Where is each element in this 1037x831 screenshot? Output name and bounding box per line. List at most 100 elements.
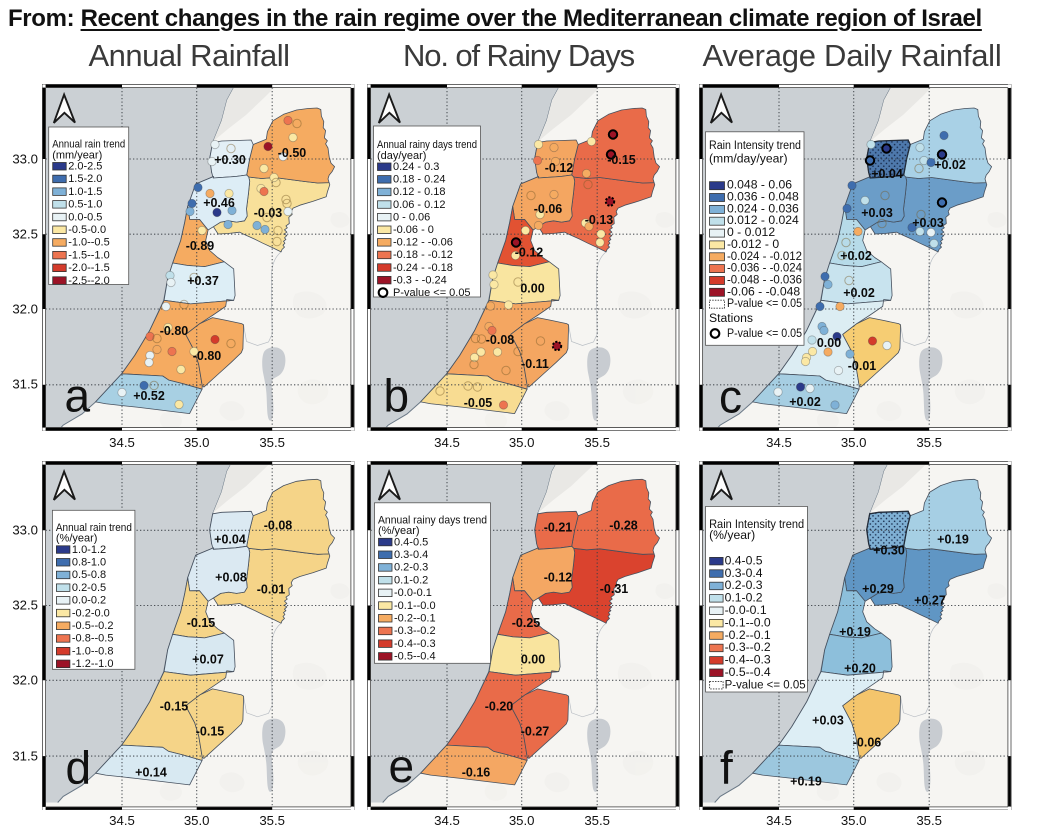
svg-text:+0.03: +0.03 (912, 215, 944, 229)
svg-text:-0.1--0.0: -0.1--0.0 (394, 599, 436, 611)
svg-text:0.5-1.0: 0.5-1.0 (68, 198, 102, 210)
svg-text:+0.27: +0.27 (914, 593, 946, 607)
svg-text:-0.3--0.2: -0.3--0.2 (725, 640, 771, 654)
svg-text:P-value <= 0.05: P-value <= 0.05 (725, 677, 806, 691)
svg-text:-0.03: -0.03 (254, 205, 283, 219)
svg-text:-0.12: -0.12 (544, 570, 573, 584)
svg-text:-0.21: -0.21 (544, 520, 573, 534)
svg-text:0.1-0.2: 0.1-0.2 (725, 590, 763, 604)
svg-text:0.3-0.4: 0.3-0.4 (394, 549, 428, 561)
svg-text:-0.27: -0.27 (521, 724, 550, 738)
svg-text:-0.18 - -0.12: -0.18 - -0.12 (393, 249, 453, 261)
svg-text:0.0-0.5: 0.0-0.5 (68, 211, 102, 223)
svg-text:+0.02: +0.02 (843, 285, 875, 299)
svg-text:(%/year): (%/year) (56, 532, 98, 544)
svg-text:0.048 - 0.06: 0.048 - 0.06 (727, 177, 792, 191)
svg-text:2.0-2.5: 2.0-2.5 (68, 160, 102, 172)
svg-text:-0.06 - -0.048: -0.06 - -0.048 (727, 284, 800, 298)
svg-text:P-value <= 0.05: P-value <= 0.05 (393, 286, 471, 298)
svg-text:+0.46: +0.46 (203, 195, 235, 209)
svg-text:-0.06: -0.06 (534, 201, 563, 215)
svg-text:-0.4--0.3: -0.4--0.3 (394, 638, 436, 650)
svg-text:d: d (66, 741, 92, 793)
svg-text:-0.5--0.4: -0.5--0.4 (725, 665, 771, 679)
svg-text:-0.15: -0.15 (196, 724, 225, 738)
svg-text:+0.03: +0.03 (812, 713, 844, 727)
svg-text:-1.0--0.5: -1.0--0.5 (68, 236, 110, 248)
svg-text:Rain Intensity trend: Rain Intensity trend (709, 516, 804, 530)
svg-text:0.00: 0.00 (817, 335, 841, 349)
svg-text:+0.19: +0.19 (790, 774, 822, 788)
svg-text:(mm/day/year): (mm/day/year) (709, 151, 788, 165)
svg-text:-0.20: -0.20 (485, 699, 514, 713)
svg-text:-0.012 - 0: -0.012 - 0 (727, 236, 779, 250)
svg-text:b: b (384, 369, 410, 421)
svg-text:0.2-0.3: 0.2-0.3 (394, 561, 428, 573)
svg-text:0 - 0.06: 0 - 0.06 (393, 211, 430, 223)
svg-text:+0.02: +0.02 (934, 157, 966, 171)
svg-text:P-value <= 0.05: P-value <= 0.05 (727, 325, 802, 339)
svg-text:(day/year): (day/year) (377, 149, 426, 161)
svg-text:-0.08: -0.08 (486, 332, 515, 346)
svg-text:-0.5--0.2: -0.5--0.2 (72, 620, 114, 632)
svg-text:-0.08: -0.08 (264, 518, 293, 532)
svg-text:-0.4--0.3: -0.4--0.3 (725, 652, 771, 666)
svg-text:0.00: 0.00 (520, 281, 544, 295)
svg-text:-0.3--0.2: -0.3--0.2 (394, 625, 436, 637)
svg-text:+0.30: +0.30 (214, 152, 246, 166)
svg-text:+0.20: +0.20 (844, 661, 876, 675)
svg-text:0.024 - 0.036: 0.024 - 0.036 (727, 201, 799, 215)
svg-text:-0.01: -0.01 (848, 358, 877, 372)
svg-text:-0.0-0.1: -0.0-0.1 (394, 587, 432, 599)
svg-text:-0.25: -0.25 (512, 616, 541, 630)
svg-text:-0.06 - 0: -0.06 - 0 (393, 223, 434, 235)
svg-text:-0.50: -0.50 (278, 145, 307, 159)
svg-text:Stations: Stations (709, 310, 753, 324)
svg-text:-0.89: -0.89 (186, 238, 215, 252)
svg-text:+0.37: +0.37 (187, 273, 219, 287)
svg-text:-1.2--1.0: -1.2--1.0 (72, 658, 114, 670)
svg-text:e: e (389, 740, 415, 792)
svg-text:+0.14: +0.14 (135, 765, 167, 779)
svg-text:P-value <= 0.05: P-value <= 0.05 (727, 296, 802, 310)
svg-text:+0.07: +0.07 (192, 652, 224, 666)
svg-text:-0.2--0.1: -0.2--0.1 (725, 627, 771, 641)
svg-text:-0.80: -0.80 (160, 323, 189, 337)
svg-text:+0.19: +0.19 (839, 625, 871, 639)
svg-text:-0.5-0.0: -0.5-0.0 (68, 223, 106, 235)
svg-text:-0.5--0.4: -0.5--0.4 (394, 650, 436, 662)
svg-text:+0.29: +0.29 (862, 582, 894, 596)
svg-text:-0.15: -0.15 (187, 616, 216, 630)
svg-text:+0.04: +0.04 (214, 532, 246, 546)
svg-text:-0.28: -0.28 (609, 518, 638, 532)
svg-text:-0.11: -0.11 (521, 356, 549, 370)
svg-text:-0.24 - -0.18: -0.24 - -0.18 (393, 261, 453, 273)
svg-text:-0.16: -0.16 (462, 765, 491, 779)
svg-text:-0.13: -0.13 (585, 212, 614, 226)
svg-text:+0.02: +0.02 (840, 248, 872, 262)
svg-text:0.036 - 0.048: 0.036 - 0.048 (727, 189, 799, 203)
svg-text:-0.048 - -0.036: -0.048 - -0.036 (727, 272, 802, 286)
svg-text:1.0-1.5: 1.0-1.5 (68, 185, 102, 197)
svg-text:0.1-0.2: 0.1-0.2 (394, 574, 428, 586)
svg-text:1.0-1.2: 1.0-1.2 (72, 543, 106, 555)
svg-text:+0.30: +0.30 (873, 543, 905, 557)
svg-text:+0.19: +0.19 (937, 532, 969, 546)
svg-text:-0.15: -0.15 (607, 152, 636, 166)
svg-text:0.06 - 0.12: 0.06 - 0.12 (393, 198, 446, 210)
svg-text:f: f (720, 741, 733, 793)
svg-text:Annual rain trend: Annual rain trend (52, 138, 125, 150)
svg-text:-0.12 - -0.06: -0.12 - -0.06 (393, 236, 453, 248)
svg-text:0.2-0.5: 0.2-0.5 (72, 582, 106, 594)
svg-text:c: c (719, 370, 742, 422)
svg-text:-0.024 - -0.012: -0.024 - -0.012 (727, 248, 802, 262)
svg-text:(mm/year): (mm/year) (52, 149, 102, 161)
svg-text:-0.2-0.0: -0.2-0.0 (72, 607, 110, 619)
svg-text:Annual rainy days trend: Annual rainy days trend (378, 514, 487, 526)
svg-text:-2.0--1.5: -2.0--1.5 (68, 262, 110, 274)
svg-text:-1.5--1.0: -1.5--1.0 (68, 249, 110, 261)
svg-text:-0.2--0.1: -0.2--0.1 (394, 612, 436, 624)
svg-text:-0.06: -0.06 (853, 735, 882, 749)
svg-text:-0.15: -0.15 (160, 699, 189, 713)
svg-text:-0.036 - -0.024: -0.036 - -0.024 (727, 260, 802, 274)
